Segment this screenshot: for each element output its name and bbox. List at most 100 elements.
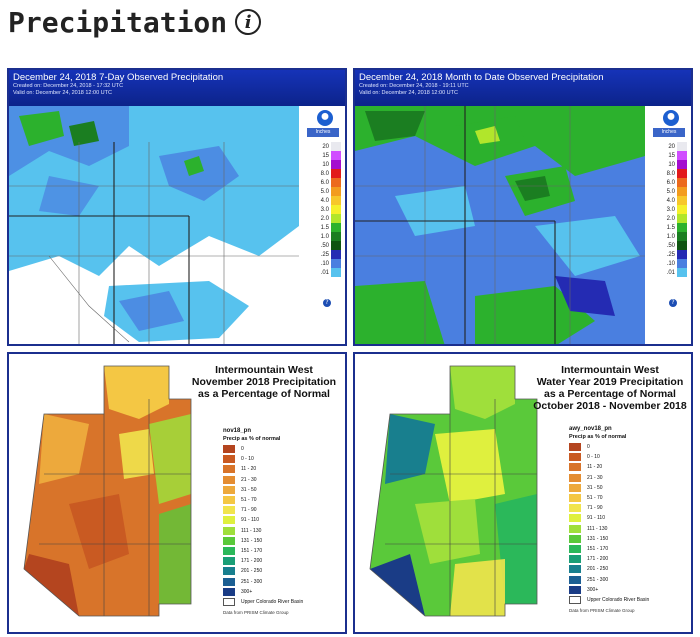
legend-swatch <box>223 465 235 474</box>
legend-entry: 10 <box>653 160 687 169</box>
legend-entry: 15 <box>307 151 341 160</box>
legend-swatch <box>569 565 581 574</box>
legend-swatch <box>569 494 581 503</box>
november-percent-normal-panel[interactable]: Intermountain West November 2018 Precipi… <box>7 352 347 634</box>
map-valid-date: Valid on: December 24, 2018 12:00 UTC <box>359 90 458 96</box>
legend-entry: 300+ <box>223 587 343 597</box>
legend-swatch <box>677 259 687 268</box>
legend-label: 21 - 30 <box>241 476 257 483</box>
legend-swatch <box>677 250 687 259</box>
map-title-line: Water Year 2019 Precipitation <box>536 376 684 388</box>
legend-label: 21 - 30 <box>587 474 603 481</box>
legend-title: Precip as % of normal <box>569 434 627 440</box>
legend-swatch <box>569 585 581 594</box>
legend-swatch <box>223 587 235 596</box>
legend-swatch <box>331 268 341 277</box>
legend-swatch <box>569 575 581 584</box>
legend-swatch <box>223 506 235 515</box>
november-percent-normal-map <box>23 365 192 617</box>
legend-label: 20 <box>322 143 329 150</box>
legend-label: 151 - 170 <box>587 545 609 552</box>
legend-label: 0 <box>241 446 244 453</box>
legend-label: 3.0 <box>666 206 675 213</box>
inches-units-label: Inches <box>653 128 685 137</box>
noaa-logo <box>317 110 333 126</box>
legend-entry: 71 - 90 <box>223 505 343 515</box>
legend-swatch <box>331 142 341 151</box>
map-header: December 24, 2018 Month to Date Observed… <box>355 70 691 106</box>
weekly-inches-legend: Inches 20 15 10 8.0 6.0 5.0 4.0 3.0 2.0 1.5 1.0 .50… <box>299 106 345 344</box>
legend-entry: 251 - 300 <box>223 576 343 586</box>
legend-entry: 3.0 <box>307 205 341 214</box>
legend-entry: 6.0 <box>307 178 341 187</box>
legend-label: 6.0 <box>666 179 675 186</box>
percent-normal-legend: awy_nov18_pn Precip as % of normal 0 0 - … <box>569 426 689 613</box>
legend-label: 171 - 200 <box>241 558 263 565</box>
legend-label: 0 <box>587 444 590 451</box>
legend-label: 10 <box>668 161 675 168</box>
legend-label: .25 <box>666 251 675 258</box>
map-created-date: Created on: December 24, 2018 - 17:32 UT… <box>13 83 124 89</box>
map-title-line: Intermountain West <box>215 364 313 376</box>
legend-swatch <box>223 546 235 555</box>
legend-entry: 31 - 50 <box>569 483 689 493</box>
legend-entry: 8.0 <box>653 169 687 178</box>
info-icon[interactable]: i <box>235 9 262 35</box>
legend-label: Upper Colorado River Basin <box>241 598 304 605</box>
legend-label: 8.0 <box>666 170 675 177</box>
legend-swatch <box>677 196 687 205</box>
legend-swatch <box>569 524 581 533</box>
legend-swatch <box>331 151 341 160</box>
legend-label: .01 <box>666 269 675 276</box>
legend-items: 0 0 - 10 11 - 20 21 - 30 31 - 50 51 - 70 71 - … <box>223 444 343 597</box>
legend-label: 51 - 70 <box>587 495 603 502</box>
legend-swatch <box>331 223 341 232</box>
legend-layer-name: awy_nov18_pn <box>569 426 612 432</box>
help-icon[interactable]: ? <box>323 299 331 307</box>
legend-label: 91 - 110 <box>587 515 605 522</box>
legend-items: 0 0 - 10 11 - 20 21 - 30 31 - 50 51 - 70 71 - … <box>569 442 689 595</box>
legend-label: 131 - 150 <box>587 535 609 542</box>
legend-entry: 0 <box>223 444 343 454</box>
legend-label: .10 <box>320 260 329 267</box>
water-year-percent-normal-panel[interactable]: Intermountain West Water Year 2019 Preci… <box>353 352 693 634</box>
legend-label: 15 <box>322 152 329 159</box>
help-icon[interactable]: ? <box>669 299 677 307</box>
legend-swatch <box>569 544 581 553</box>
legend-swatch <box>569 473 581 482</box>
legend-label: 151 - 170 <box>241 547 263 554</box>
legend-swatch <box>223 516 235 525</box>
legend-entry: 0 <box>569 442 689 452</box>
legend-entry: 51 - 70 <box>569 493 689 503</box>
legend-label: 1.0 <box>666 233 675 240</box>
legend-swatch <box>223 567 235 576</box>
map-title-line: as a Percentage of Normal <box>544 388 676 400</box>
legend-entry: 2.0 <box>653 214 687 223</box>
legend-label: 171 - 200 <box>587 556 609 563</box>
map-title-line: November 2018 Precipitation <box>191 376 337 388</box>
legend-label: 11 - 20 <box>587 464 603 471</box>
legend-basin-item: Upper Colorado River Basin <box>223 597 343 607</box>
map-title: Intermountain West November 2018 Precipi… <box>179 364 345 400</box>
legend-label: 91 - 110 <box>241 517 259 524</box>
legend-entry: 31 - 50 <box>223 485 343 495</box>
legend-entry: 21 - 30 <box>569 473 689 483</box>
legend-label: 201 - 250 <box>241 568 263 575</box>
inches-scale: 20 15 10 8.0 6.0 5.0 4.0 3.0 2.0 1.5 1.0 .50 .25 .10.… <box>653 142 687 277</box>
legend-swatch <box>223 485 235 494</box>
legend-entry: 151 - 170 <box>569 544 689 554</box>
legend-swatch <box>677 268 687 277</box>
legend-swatch <box>569 504 581 513</box>
legend-label: 2.0 <box>666 215 675 222</box>
legend-swatch <box>677 160 687 169</box>
legend-swatch <box>223 557 235 566</box>
legend-label: 5.0 <box>666 188 675 195</box>
inches-scale: 20 15 10 8.0 6.0 5.0 4.0 3.0 2.0 1.5 1.0 .50 .25 .10.… <box>307 142 341 277</box>
legend-swatch <box>331 178 341 187</box>
monthly-precip-map-panel[interactable]: December 24, 2018 Month to Date Observed… <box>353 68 693 346</box>
weekly-precip-map-panel[interactable]: December 24, 2018 7-Day Observed Precipi… <box>7 68 347 346</box>
legend-entry: 151 - 170 <box>223 546 343 556</box>
legend-label: .01 <box>320 269 329 276</box>
legend-label: 201 - 250 <box>587 566 609 573</box>
legend-label: 251 - 300 <box>587 576 609 583</box>
